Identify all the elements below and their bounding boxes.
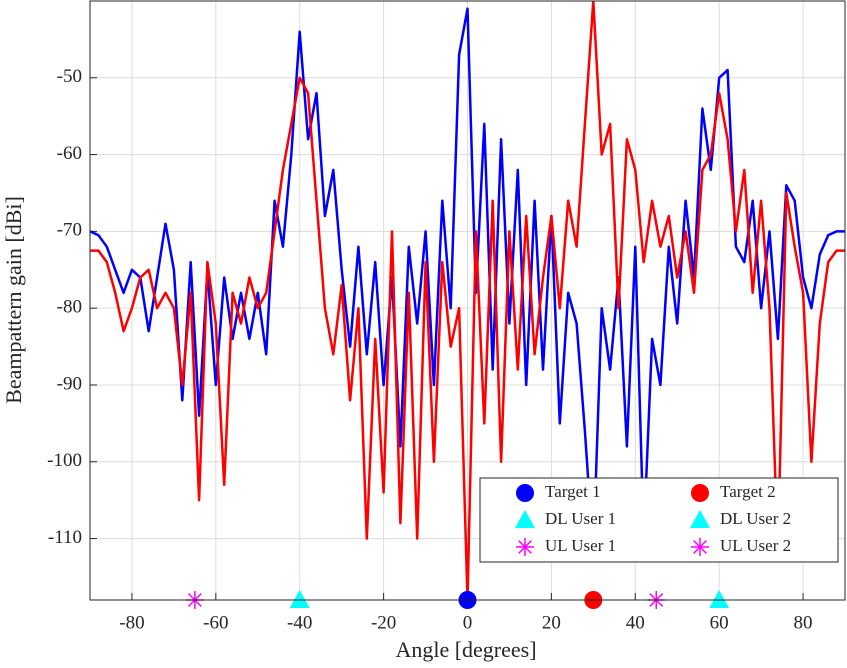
marker: [691, 484, 709, 502]
x-tick-label: 40: [626, 612, 645, 633]
line-series: [90, 7, 845, 556]
y-tick-label: -110: [48, 527, 82, 548]
y-tick-label: -90: [57, 373, 82, 394]
x-tick-label: 60: [710, 612, 729, 633]
y-tick-label: -100: [47, 450, 82, 471]
y-tick-label: -70: [57, 220, 82, 241]
x-tick-label: -60: [203, 612, 228, 633]
marker: [709, 590, 730, 608]
x-tick-label: -80: [119, 612, 144, 633]
legend-label: DL User 2: [720, 509, 791, 528]
y-tick-label: -60: [57, 143, 82, 164]
x-tick-label: -20: [371, 612, 396, 633]
marker: [691, 538, 709, 556]
legend-label: Target 2: [720, 482, 776, 501]
line-series: [90, 1, 845, 600]
marker: [516, 484, 534, 502]
legend-label: UL User 1: [545, 536, 616, 555]
legend-label: UL User 2: [720, 536, 791, 555]
marker: [690, 510, 710, 528]
y-axis-label: Beampattern gain [dBi]: [1, 196, 26, 404]
legend-label: Target 1: [545, 482, 601, 501]
x-tick-label: -40: [287, 612, 312, 633]
x-tick-label: 20: [542, 612, 561, 633]
x-tick-label: 80: [794, 612, 813, 633]
plot-area: [90, 1, 845, 600]
y-tick-label: -80: [57, 297, 82, 318]
marker: [516, 538, 534, 556]
x-axis-label: Angle [degrees]: [395, 637, 536, 662]
marker: [289, 590, 310, 608]
y-tick-label: -50: [57, 66, 82, 87]
legend-box: [479, 477, 839, 563]
x-tick-label: 0: [463, 612, 473, 633]
marker: [515, 510, 535, 528]
legend-label: DL User 1: [545, 509, 616, 528]
axes-box: [89, 0, 846, 601]
legend: Target 1 Target 2 DL User 1 DL User 2 UL Use…: [479, 477, 839, 563]
